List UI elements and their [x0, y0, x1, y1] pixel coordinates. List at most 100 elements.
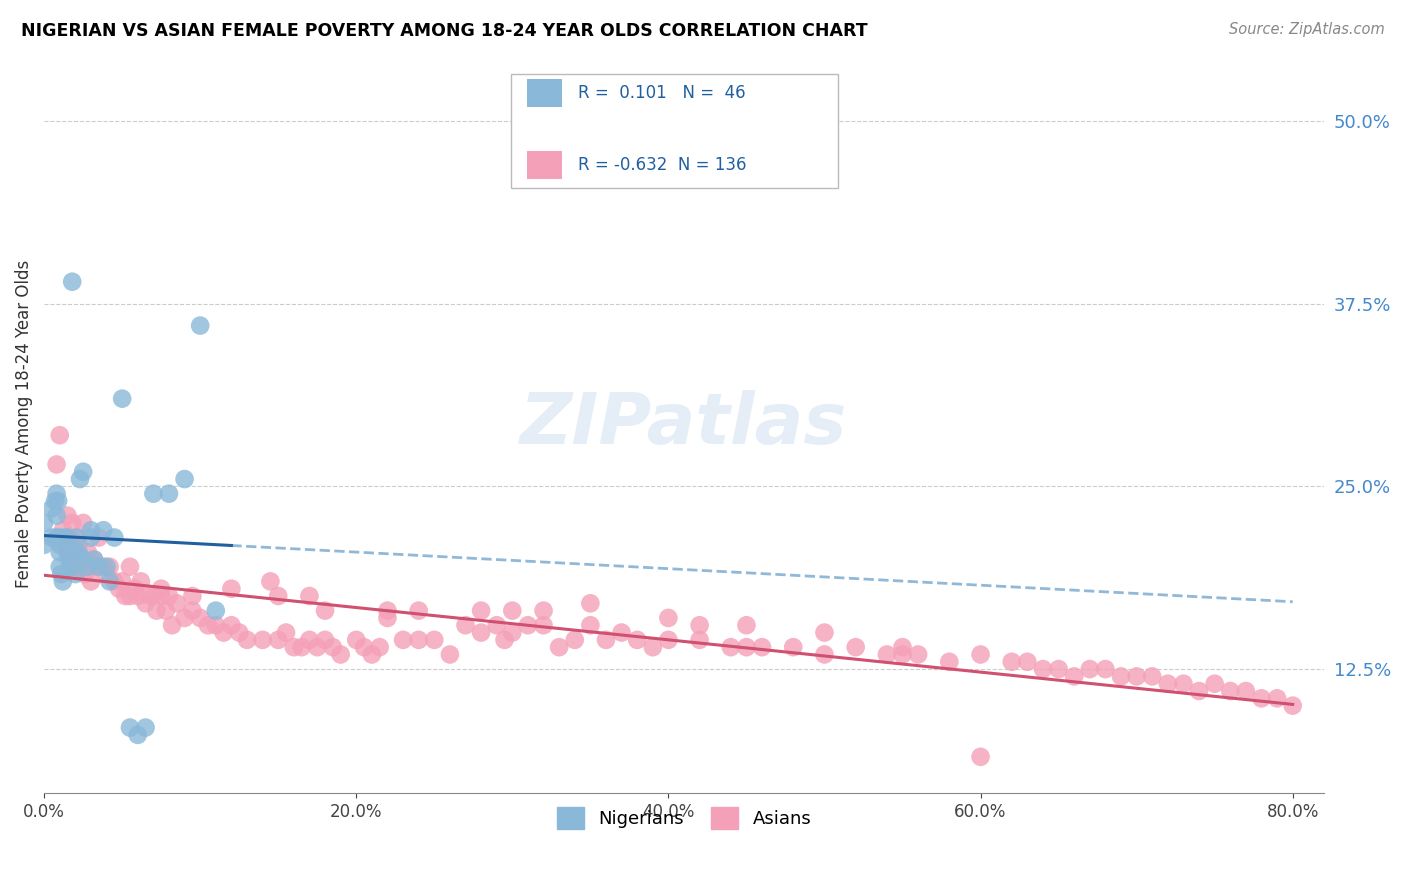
Point: [160, 618, 183, 632]
Point: [1094, 662, 1116, 676]
Point: [377, 611, 399, 625]
Point: [470, 625, 492, 640]
Point: [204, 604, 226, 618]
Point: [60, 516, 83, 530]
Point: [145, 604, 167, 618]
Point: [45, 531, 67, 545]
Point: [124, 582, 146, 596]
Point: [87, 531, 110, 545]
FancyBboxPatch shape: [527, 151, 562, 179]
Point: [127, 728, 149, 742]
Point: [52, 523, 75, 537]
Point: [65, 545, 87, 559]
Point: [813, 648, 835, 662]
Point: [813, 625, 835, 640]
Point: [93, 523, 115, 537]
Point: [135, 596, 157, 610]
Point: [111, 574, 134, 589]
Point: [173, 472, 195, 486]
Point: [72, 516, 94, 530]
Point: [98, 574, 121, 589]
Point: [41, 501, 63, 516]
Point: [72, 559, 94, 574]
Point: [44, 494, 66, 508]
Point: [127, 589, 149, 603]
Point: [66, 531, 89, 545]
Point: [891, 648, 914, 662]
Point: [51, 567, 73, 582]
FancyBboxPatch shape: [527, 78, 562, 107]
Text: NIGERIAN VS ASIAN FEMALE POVERTY AMONG 18-24 YEAR OLDS CORRELATION CHART: NIGERIAN VS ASIAN FEMALE POVERTY AMONG 1…: [21, 22, 868, 40]
Point: [93, 559, 115, 574]
Point: [56, 545, 79, 559]
Point: [392, 632, 415, 647]
Point: [548, 640, 571, 655]
Point: [56, 545, 79, 559]
Point: [65, 559, 87, 574]
Point: [72, 552, 94, 566]
Point: [67, 552, 90, 566]
Point: [377, 604, 399, 618]
Point: [58, 552, 80, 566]
Point: [283, 640, 305, 655]
Point: [157, 589, 180, 603]
Point: [150, 589, 173, 603]
Point: [142, 589, 165, 603]
Point: [118, 721, 141, 735]
Point: [485, 618, 508, 632]
Point: [155, 604, 177, 618]
Point: [56, 508, 79, 523]
Point: [67, 545, 90, 559]
Text: R =  0.101   N =  46: R = 0.101 N = 46: [578, 84, 745, 102]
Point: [188, 611, 211, 625]
Point: [626, 632, 648, 647]
Point: [579, 618, 602, 632]
Point: [73, 567, 96, 582]
Point: [291, 640, 314, 655]
Point: [197, 618, 219, 632]
Point: [181, 604, 204, 618]
Point: [48, 531, 70, 545]
Point: [53, 531, 76, 545]
Point: [938, 655, 960, 669]
Point: [69, 472, 91, 486]
Point: [83, 552, 105, 566]
Point: [735, 640, 758, 655]
Point: [142, 486, 165, 500]
Point: [48, 538, 70, 552]
Point: [103, 574, 125, 589]
Point: [1157, 676, 1180, 690]
Point: [252, 632, 274, 647]
Point: [60, 552, 83, 566]
Point: [103, 531, 125, 545]
Point: [689, 632, 711, 647]
Point: [501, 625, 523, 640]
Point: [212, 625, 235, 640]
Point: [360, 648, 382, 662]
Point: [1047, 662, 1070, 676]
Point: [1204, 676, 1226, 690]
Point: [228, 625, 250, 640]
Point: [344, 632, 367, 647]
Point: [139, 589, 162, 603]
Point: [80, 531, 103, 545]
Point: [221, 618, 243, 632]
Point: [86, 559, 108, 574]
Legend: Nigerians, Asians: Nigerians, Asians: [550, 799, 818, 836]
Point: [173, 611, 195, 625]
Point: [845, 640, 868, 655]
Point: [1265, 691, 1288, 706]
Point: [45, 486, 67, 500]
Point: [108, 582, 131, 596]
Point: [782, 640, 804, 655]
Point: [689, 618, 711, 632]
Point: [969, 648, 991, 662]
Point: [735, 618, 758, 632]
Point: [408, 604, 430, 618]
Point: [533, 618, 555, 632]
Point: [329, 648, 352, 662]
Point: [87, 559, 110, 574]
Point: [1173, 676, 1195, 690]
Point: [98, 559, 121, 574]
Point: [1219, 684, 1241, 698]
